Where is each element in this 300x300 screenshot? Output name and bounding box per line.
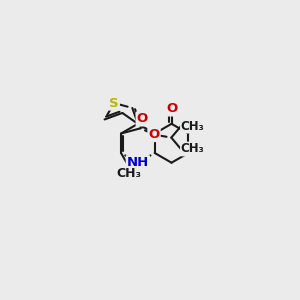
- Text: O: O: [166, 103, 177, 116]
- Text: O: O: [136, 112, 148, 125]
- Text: CH₃: CH₃: [181, 120, 205, 133]
- Text: O: O: [148, 128, 160, 141]
- Text: CH₃: CH₃: [117, 167, 142, 180]
- Text: NH: NH: [127, 156, 149, 169]
- Text: CH₃: CH₃: [181, 142, 205, 155]
- Text: S: S: [109, 97, 119, 110]
